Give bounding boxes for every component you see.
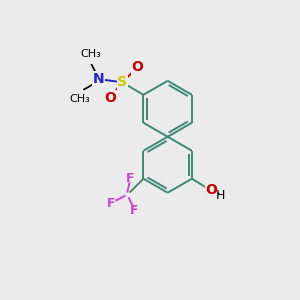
Text: S: S <box>117 75 127 89</box>
Text: H: H <box>216 189 225 202</box>
Text: O: O <box>206 183 218 197</box>
Text: F: F <box>130 204 139 217</box>
Text: N: N <box>93 72 104 86</box>
Text: O: O <box>132 60 143 74</box>
Text: O: O <box>104 91 116 105</box>
Text: CH₃: CH₃ <box>80 49 101 59</box>
Text: F: F <box>107 196 116 210</box>
Text: CH₃: CH₃ <box>69 94 90 104</box>
Text: F: F <box>126 172 134 184</box>
